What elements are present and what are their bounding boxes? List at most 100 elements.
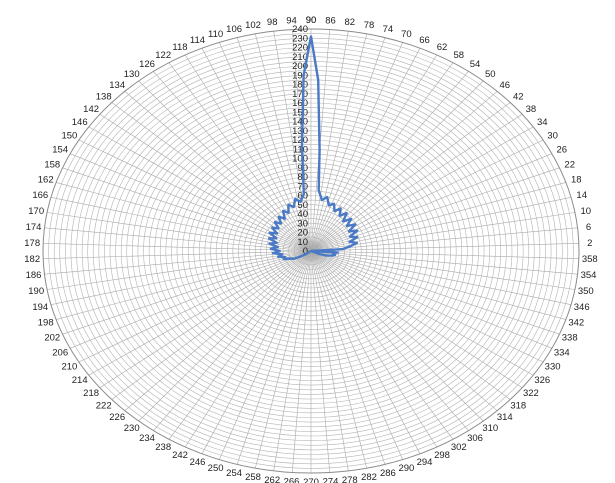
grid-ring xyxy=(238,190,384,312)
grid-ring xyxy=(265,213,356,289)
grid-ring xyxy=(226,181,396,321)
grid-ring xyxy=(210,167,412,335)
angle-tick-label: 254 xyxy=(226,468,242,479)
angle-tick-label: 90 xyxy=(306,15,317,26)
radial-tick-label: 110 xyxy=(293,144,308,155)
grid-ring xyxy=(215,172,407,330)
angle-tick-label: 326 xyxy=(534,375,550,386)
angle-tick-label: 218 xyxy=(83,388,99,399)
angle-tick-label: 338 xyxy=(562,333,578,344)
angle-tick-label: 26 xyxy=(557,145,568,156)
angle-tick-label: 66 xyxy=(419,35,430,46)
angle-tick-label: 94 xyxy=(286,16,297,27)
angle-tick-label: 350 xyxy=(578,286,594,297)
grid-ring xyxy=(42,28,580,474)
angle-tick-label: 310 xyxy=(482,423,498,434)
angle-tick-label: 90 xyxy=(306,15,317,26)
grid-ring xyxy=(120,93,502,409)
grid-ring xyxy=(137,107,485,395)
angle-tick-label: 138 xyxy=(96,91,112,102)
angle-tick-label: 30 xyxy=(547,131,558,142)
radial-tick-label: 180 xyxy=(292,80,308,91)
radial-tick-label: 120 xyxy=(292,135,308,146)
angle-tick-label: 170 xyxy=(28,206,44,217)
angle-tick-label: 14 xyxy=(576,190,587,201)
radial-tick-label: 170 xyxy=(292,89,308,100)
angle-tick-label: 238 xyxy=(155,442,171,453)
angle-tick-label: 110 xyxy=(208,29,223,40)
angle-tick-label: 78 xyxy=(364,20,375,31)
angle-tick-label: 266 xyxy=(284,476,300,483)
radial-tick-label: 230 xyxy=(292,33,308,44)
grid-ring xyxy=(288,232,334,270)
grid-ring xyxy=(243,195,379,307)
angle-tick-label: 222 xyxy=(96,401,112,412)
angle-tick-label: 306 xyxy=(467,433,483,444)
angle-tick-label: 154 xyxy=(52,145,68,156)
grid-ring xyxy=(115,88,507,414)
angle-tick-label: 114 xyxy=(190,35,205,46)
angle-tick-label: 258 xyxy=(245,472,261,483)
angle-tick-label: 290 xyxy=(398,463,414,474)
grid-ring xyxy=(132,102,490,400)
angle-tick-label: 190 xyxy=(28,286,44,297)
angle-tick-label: 126 xyxy=(139,59,155,70)
angle-tick-label: 86 xyxy=(325,16,336,27)
angle-tick-label: 38 xyxy=(526,104,537,115)
angle-tick-label: 202 xyxy=(44,333,60,344)
grid-ring xyxy=(187,148,435,354)
grid-ring xyxy=(159,125,463,377)
radial-tick-label: 190 xyxy=(292,70,308,81)
angle-tick-label: 182 xyxy=(24,254,40,265)
angle-tick-label: 282 xyxy=(361,472,377,483)
angle-tick-label: 122 xyxy=(155,50,171,61)
radial-tick-label: 30 xyxy=(297,218,308,229)
grid-ring xyxy=(154,121,468,381)
angle-tick-label: 314 xyxy=(497,412,513,423)
series-line-1 xyxy=(267,35,359,261)
angle-tick-label: 174 xyxy=(26,222,42,233)
grid-ring xyxy=(70,51,552,451)
radial-tick-label: 130 xyxy=(292,126,308,137)
angle-tick-label: 214 xyxy=(72,375,88,386)
series-layer xyxy=(267,35,359,261)
angle-tick-label: 162 xyxy=(38,175,54,186)
angle-tick-label: 54 xyxy=(470,59,481,70)
radial-tick-label: 100 xyxy=(292,154,308,165)
grid-ring xyxy=(143,111,479,391)
grid-ring xyxy=(87,65,535,437)
grid-ring xyxy=(182,144,440,358)
grid-ring xyxy=(98,74,524,428)
grid-ring xyxy=(109,84,513,418)
grid-ring xyxy=(271,218,351,284)
radial-tick-label: 0 xyxy=(303,246,308,257)
grid-ring xyxy=(81,61,541,441)
angle-tick-label: 150 xyxy=(61,131,77,142)
radial-tick-label: 50 xyxy=(297,200,308,211)
angle-tick-labels: 2610141822263034384246505458626670747882… xyxy=(24,15,597,483)
angle-tick-label: 278 xyxy=(342,475,358,483)
radial-tick-label: 210 xyxy=(292,52,308,63)
angle-tick-label: 102 xyxy=(245,20,261,31)
angle-tick-label: 166 xyxy=(32,190,48,201)
angle-tick-label: 226 xyxy=(109,412,125,423)
angle-tick-label: 82 xyxy=(345,17,356,28)
grid-ring xyxy=(148,116,474,386)
angle-tick-label: 286 xyxy=(380,468,396,479)
radial-grid xyxy=(42,28,580,474)
angle-tick-label: 34 xyxy=(537,117,548,128)
angle-tick-label: 134 xyxy=(109,80,125,91)
angle-tick-label: 198 xyxy=(38,317,54,328)
angle-tick-label: 234 xyxy=(139,433,155,444)
grid-ring xyxy=(282,227,340,275)
grid-ring xyxy=(126,98,496,404)
radial-tick-label: 160 xyxy=(292,98,308,109)
angle-tick-label: 42 xyxy=(513,91,524,102)
angle-tick-label: 18 xyxy=(571,175,582,186)
angle-tick-label: 354 xyxy=(581,270,597,281)
radial-tick-label: 240 xyxy=(292,24,308,35)
angle-tick-label: 322 xyxy=(523,388,539,399)
grid-ring xyxy=(76,56,546,446)
angle-tick-label: 250 xyxy=(208,463,224,474)
